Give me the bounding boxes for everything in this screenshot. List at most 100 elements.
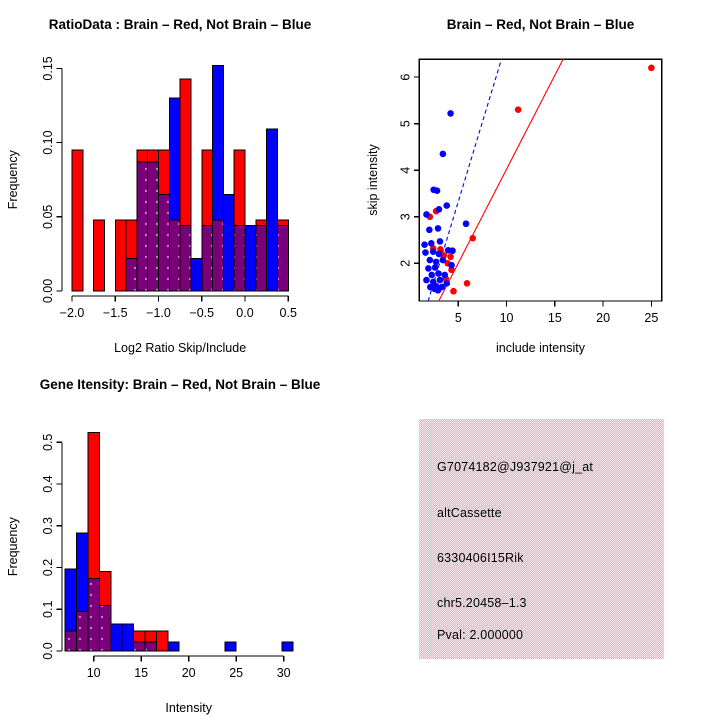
point-blue-10: [421, 241, 428, 248]
point-blue-15: [435, 250, 443, 258]
point-blue-9: [434, 225, 442, 232]
info-probe-id: G7074182@J937921@j_at: [437, 460, 594, 474]
point-blue-27: [423, 276, 430, 284]
svg-text:0.1: 0.1: [41, 601, 55, 618]
point-blue-20: [439, 256, 447, 264]
bar-overlap-19: [276, 225, 289, 292]
point-blue-30: [443, 280, 451, 287]
svg-text:0.15: 0.15: [41, 56, 55, 80]
point-blue-2: [439, 150, 447, 158]
point-blue-6: [443, 202, 451, 209]
point-blue-26: [441, 271, 449, 279]
bar-overlap-3: [98, 605, 112, 652]
svg-text:0.0: 0.0: [41, 642, 55, 659]
svg-text:5: 5: [398, 120, 412, 127]
plot-box: [418, 58, 663, 302]
bar-overlap-0: [64, 630, 78, 652]
point-blue-23: [448, 261, 455, 269]
svg-text:0.10: 0.10: [41, 130, 55, 154]
bar-overlap-17: [255, 225, 268, 292]
x-axis-label: include intensity: [496, 341, 586, 355]
bar-blue-4: [110, 623, 123, 652]
bar-overlap-6: [136, 161, 149, 292]
point-red-0: [648, 64, 655, 72]
point-blue-1: [433, 187, 441, 194]
bar-overlap-7: [147, 161, 159, 292]
scatter-points: [421, 64, 655, 295]
axes: [56, 67, 289, 302]
svg-text:−2.0: −2.0: [60, 306, 85, 320]
svg-text:25: 25: [644, 311, 658, 325]
svg-text:−1.5: −1.5: [103, 306, 128, 320]
svg-text:−1.0: −1.0: [146, 306, 171, 320]
bar-blue-14: [224, 641, 237, 652]
x-axis-label: Intensity: [165, 701, 212, 715]
point-red-8: [447, 253, 454, 261]
bar-blue-11: [190, 257, 203, 292]
tick-labels: 5 10 15 20 25 2 3 4 5 6: [398, 74, 658, 325]
point-red-10: [448, 266, 455, 274]
info-gene-name: 6330406I15Rik: [437, 551, 524, 565]
axes: [56, 441, 285, 662]
info-box-background: G7074182@J937921@j_at altCassette 633040…: [419, 419, 664, 659]
svg-text:3: 3: [398, 213, 412, 220]
panel-title: Brain – Red, Not Brain – Blue: [447, 17, 635, 32]
point-blue-12: [436, 238, 444, 245]
svg-text:0.5: 0.5: [280, 306, 297, 320]
svg-text:0.05: 0.05: [41, 205, 55, 229]
svg-text:0.0: 0.0: [236, 306, 253, 320]
panel-title: Gene Itensity: Brain – Red, Not Brain – …: [40, 377, 321, 392]
point-blue-11: [427, 239, 435, 247]
bar-overlap-15: [233, 225, 246, 292]
point-blue-3: [447, 110, 454, 117]
point-blue-17: [449, 247, 456, 255]
bar-blue-18: [266, 128, 278, 292]
svg-text:2: 2: [398, 260, 412, 267]
point-blue-22: [431, 264, 439, 271]
bar-overlap-9: [168, 219, 181, 292]
svg-text:15: 15: [134, 666, 148, 680]
point-blue-8: [426, 226, 433, 234]
point-blue-24: [428, 271, 436, 279]
point-red-1: [514, 106, 522, 113]
svg-text:0.2: 0.2: [41, 559, 55, 576]
point-blue-19: [432, 258, 440, 266]
svg-text:0.00: 0.00: [41, 279, 55, 303]
tick-labels: 10 15 20 25 30 0.0 0.1 0.2 0.3 0.4 0.5: [41, 434, 291, 680]
x-axis-label: Log2 Ratio Skip/Include: [114, 341, 246, 355]
svg-text:4: 4: [398, 167, 412, 174]
fit-line-red: [438, 58, 564, 302]
info-pval-label: Pval: 2.000000: [437, 628, 524, 642]
point-red-13: [450, 287, 457, 295]
bar-blue-14: [222, 194, 235, 292]
bar-red-8: [155, 630, 169, 652]
info-locus: chr5.20458–1.3: [437, 596, 527, 610]
point-blue-29: [436, 276, 444, 284]
bar-overlap-6: [133, 641, 146, 652]
axes: [413, 76, 652, 307]
panel-title: RatioData : Brain – Red, Not Brain – Blu…: [49, 17, 312, 32]
panel-ratio-histogram: −2.0 −1.5 −1.0 −0.5 0.0 0.5 0.00 0.05 0.10 0.15 Ra…: [6, 17, 312, 355]
svg-text:−0.5: −0.5: [189, 306, 214, 320]
y-axis-label: Frequency: [6, 149, 20, 209]
point-blue-4: [423, 211, 430, 218]
svg-text:6: 6: [398, 74, 412, 81]
bar-overlap-1: [76, 610, 89, 652]
bar-red-2: [93, 219, 105, 292]
panel-gene-intensity-histogram: 10 15 20 25 30 0.0 0.1 0.2 0.3 0.4 0.5 Gene Itensit…: [6, 377, 321, 715]
point-red-12: [463, 280, 471, 287]
bar-overlap-8: [158, 194, 170, 292]
svg-text:30: 30: [277, 666, 291, 680]
svg-text:0.3: 0.3: [41, 517, 55, 534]
y-axis-label: Frequency: [6, 516, 20, 576]
bar-overlap-10: [179, 225, 192, 292]
bar-overlap-5: [125, 257, 138, 292]
point-blue-18: [426, 256, 434, 264]
point-blue-7: [462, 220, 470, 228]
point-blue-25: [435, 270, 442, 277]
bar-red-0: [71, 149, 84, 292]
bar-blue-9: [167, 641, 180, 652]
svg-text:5: 5: [455, 311, 462, 325]
bar-overlap-12: [201, 225, 214, 292]
